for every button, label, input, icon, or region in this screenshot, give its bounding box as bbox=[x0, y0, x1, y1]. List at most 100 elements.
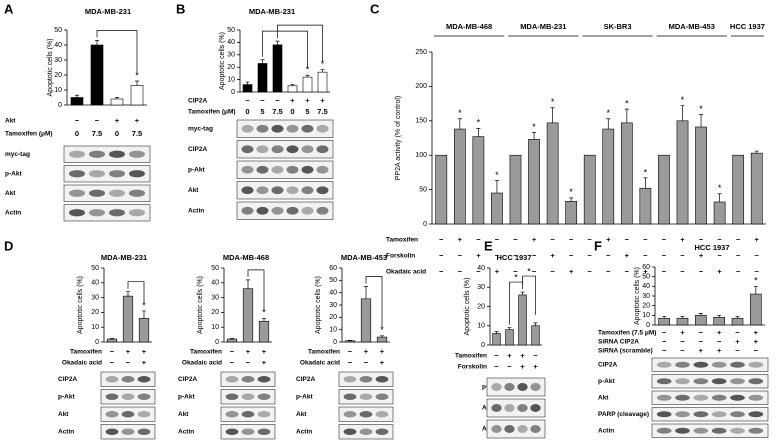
blot-label: CIP2A bbox=[296, 376, 315, 383]
y-tick-label: 10 bbox=[91, 324, 99, 331]
error-bar bbox=[380, 335, 384, 338]
condition-mark: − bbox=[75, 116, 80, 125]
bar bbox=[272, 44, 283, 93]
blot-band bbox=[748, 427, 764, 434]
condition-mark: − bbox=[735, 328, 740, 337]
condition-mark: + bbox=[680, 328, 685, 337]
blot-label: p-Akt bbox=[5, 170, 22, 177]
y-tick-label: 0 bbox=[95, 339, 99, 346]
blot-band bbox=[241, 186, 254, 195]
blot-band bbox=[656, 361, 672, 368]
bar bbox=[242, 84, 253, 93]
chart-title: MDA-MB-231 bbox=[249, 7, 295, 16]
condition-mark: − bbox=[513, 251, 518, 260]
blot-box bbox=[100, 424, 156, 440]
y-tick-label: 0 bbox=[333, 339, 337, 346]
y-tick-label: 30 bbox=[91, 294, 99, 301]
condition-mark: + bbox=[520, 362, 525, 371]
y-tick-label: 10 bbox=[211, 324, 219, 331]
blot-band bbox=[241, 393, 255, 400]
y-tick-label: 40 bbox=[54, 42, 62, 49]
bar bbox=[695, 126, 707, 225]
blot-band bbox=[316, 186, 329, 195]
condition-label: Forskolin bbox=[386, 253, 415, 260]
blot-band bbox=[271, 165, 284, 174]
condition-mark: − bbox=[476, 235, 481, 244]
condition-mark: − bbox=[533, 351, 538, 360]
blot-band bbox=[530, 383, 541, 391]
bar bbox=[376, 336, 388, 343]
condition-mark: − bbox=[662, 267, 667, 276]
condition-mark: 0 bbox=[75, 129, 79, 138]
blot-label: Actin bbox=[5, 209, 21, 216]
significance: * bbox=[569, 187, 573, 197]
bar bbox=[70, 97, 84, 106]
condition-mark: − bbox=[717, 235, 722, 244]
error-bar bbox=[520, 291, 525, 295]
blot-band bbox=[301, 186, 314, 195]
bar bbox=[472, 136, 485, 225]
group-label: HCC 1937 bbox=[730, 22, 765, 31]
y-tick-label: 10 bbox=[227, 76, 235, 83]
blot-label: p-Akt bbox=[296, 393, 313, 400]
y-tick-label: 0 bbox=[481, 342, 485, 349]
y-tick-label: 40 bbox=[329, 290, 337, 297]
blot-band bbox=[675, 378, 690, 385]
blot-band bbox=[693, 361, 709, 368]
significance: * bbox=[754, 276, 758, 286]
chart-title: MDA-MB-468 bbox=[223, 253, 269, 262]
condition-mark: 0 bbox=[290, 107, 294, 116]
blot-band bbox=[301, 165, 314, 174]
condition-mark: + bbox=[606, 235, 611, 244]
blot-box bbox=[486, 398, 546, 418]
error-bar bbox=[532, 132, 537, 140]
error-bar bbox=[135, 80, 139, 86]
condition-mark: − bbox=[588, 251, 593, 260]
blot-band bbox=[375, 376, 389, 383]
blot-band bbox=[121, 411, 135, 418]
significance: * bbox=[644, 167, 648, 177]
blot-box bbox=[651, 407, 769, 422]
error-bar bbox=[230, 337, 234, 340]
y-axis-label: Apoptotic cells (%) bbox=[315, 276, 322, 334]
blot-band bbox=[730, 427, 745, 434]
blot-band bbox=[109, 189, 125, 197]
blot-band bbox=[89, 170, 105, 178]
bar bbox=[302, 76, 313, 93]
blot-label: CIP2A bbox=[58, 376, 77, 383]
condition-mark: − bbox=[110, 358, 115, 367]
blot-box bbox=[651, 390, 769, 405]
y-tick-label: 40 bbox=[91, 280, 99, 287]
blot-band bbox=[711, 394, 727, 401]
y-tick-label: 150 bbox=[415, 118, 427, 125]
condition-mark: − bbox=[680, 251, 685, 260]
bar bbox=[122, 295, 134, 343]
blot-band bbox=[343, 428, 357, 435]
condition-mark: + bbox=[643, 267, 648, 276]
significance: * bbox=[135, 70, 139, 80]
condition-mark: + bbox=[380, 347, 385, 356]
y-tick-label: 40 bbox=[477, 265, 485, 272]
blot-band bbox=[225, 411, 239, 418]
blot-band bbox=[241, 376, 255, 383]
blot-band bbox=[517, 404, 528, 412]
blot-band bbox=[129, 189, 145, 197]
condition-mark: − bbox=[755, 267, 760, 276]
blot-band bbox=[656, 427, 672, 434]
blot-band bbox=[530, 425, 541, 433]
significance: * bbox=[477, 118, 481, 128]
y-axis-label: Apoptotic cells (%) bbox=[197, 276, 204, 334]
y-tick-label: 20 bbox=[642, 303, 650, 310]
blot-band bbox=[711, 427, 727, 434]
condition-label: CIP2A bbox=[188, 98, 207, 105]
condition-mark: − bbox=[348, 347, 353, 356]
bar bbox=[435, 154, 448, 225]
error-bar bbox=[550, 107, 555, 123]
bar bbox=[317, 71, 328, 93]
condition-label: Okadaic acid bbox=[300, 360, 340, 367]
blot-box bbox=[338, 424, 394, 440]
blot-band bbox=[711, 411, 727, 418]
condition-mark: − bbox=[476, 267, 481, 276]
condition-mark: − bbox=[495, 251, 500, 260]
